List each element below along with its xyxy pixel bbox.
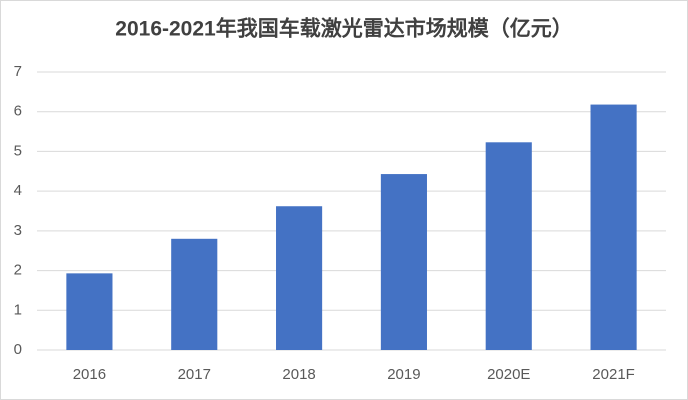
x-tick-label: 2020E bbox=[487, 366, 530, 383]
y-tick-label: 4 bbox=[14, 182, 22, 199]
y-tick-label: 5 bbox=[14, 142, 22, 159]
y-tick-label: 3 bbox=[14, 222, 22, 239]
bar bbox=[485, 142, 532, 350]
x-tick-label: 2016 bbox=[73, 366, 106, 383]
x-tick-label: 2017 bbox=[178, 366, 211, 383]
y-tick-label: 2 bbox=[14, 262, 22, 279]
x-tick-label: 2018 bbox=[282, 366, 315, 383]
x-tick-label: 2021F bbox=[592, 366, 635, 383]
bar bbox=[66, 273, 113, 350]
bar bbox=[590, 104, 637, 351]
y-tick-label: 0 bbox=[14, 341, 22, 358]
y-tick-label: 1 bbox=[14, 301, 22, 318]
bar bbox=[380, 174, 427, 350]
x-tick-label: 2019 bbox=[387, 366, 420, 383]
bar bbox=[171, 238, 218, 350]
y-tick-label: 6 bbox=[14, 103, 22, 120]
chart-title: 2016-2021年我国车载激光雷达市场规模（亿元） bbox=[115, 17, 572, 41]
bar bbox=[276, 206, 323, 350]
y-tick-label: 7 bbox=[14, 63, 22, 80]
